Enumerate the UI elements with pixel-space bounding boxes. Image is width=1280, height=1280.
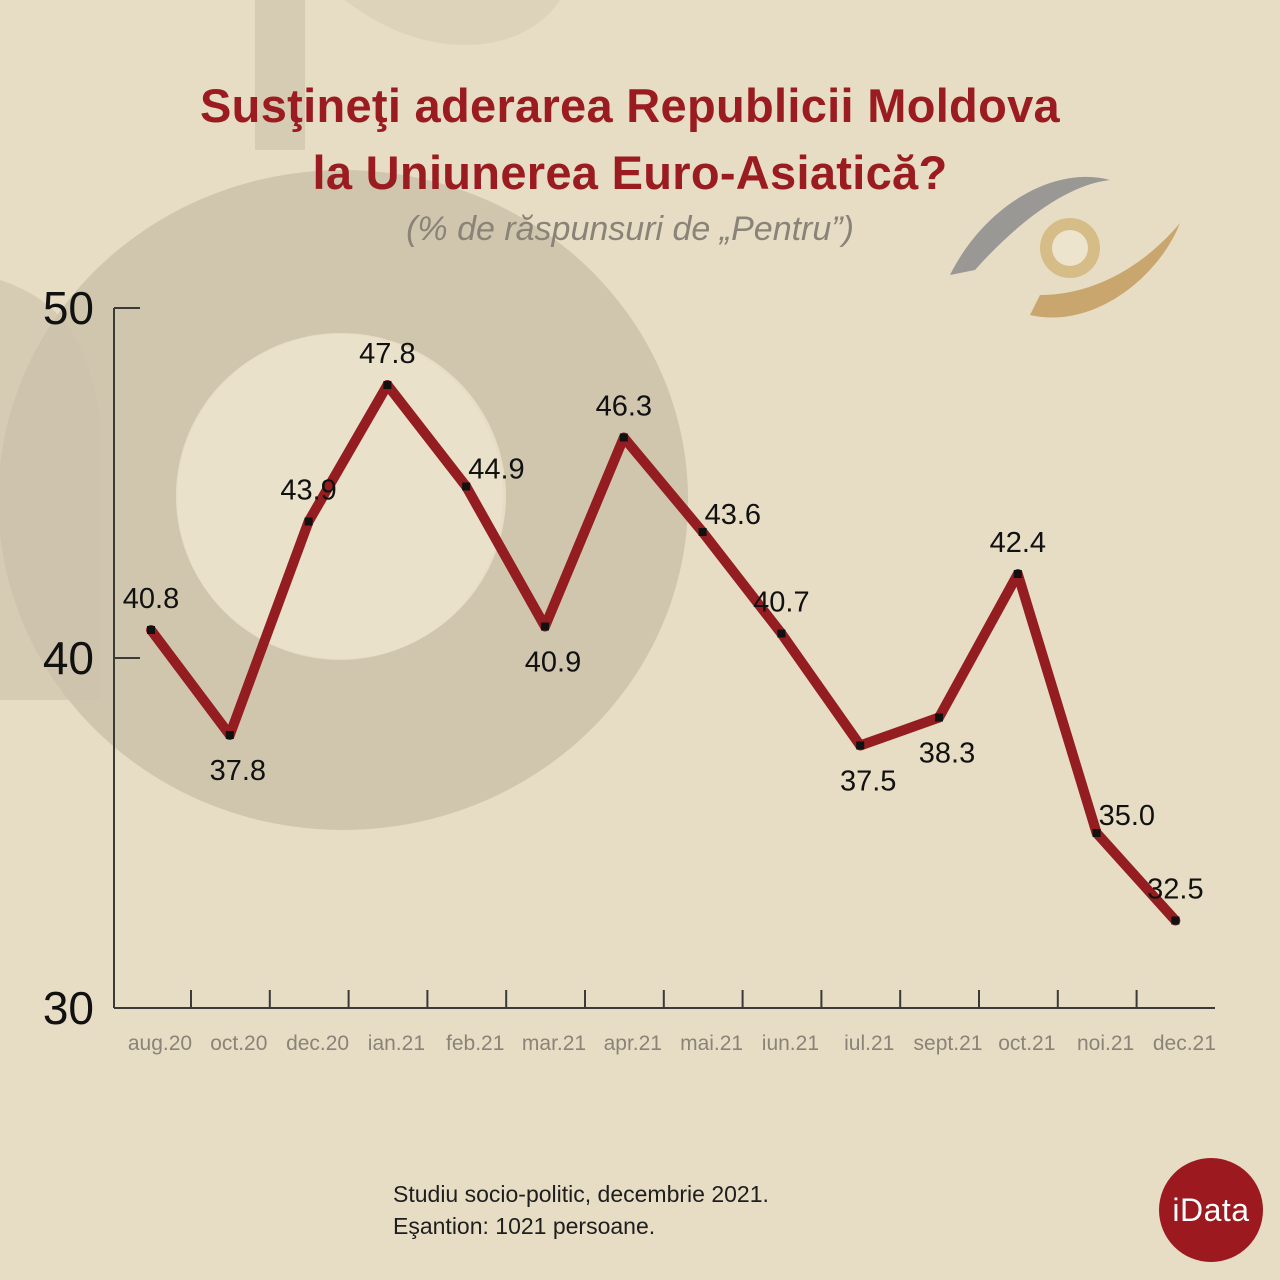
x-tick-label: noi.21 (1077, 1032, 1134, 1055)
title-line-2: la Uniunerea Euro-Asiatică? (312, 146, 948, 199)
data-point (147, 626, 155, 634)
data-point (1092, 829, 1101, 837)
data-point (777, 629, 786, 638)
x-tick-label: oct.21 (998, 1032, 1055, 1055)
data-point (225, 731, 234, 739)
x-tick-label: ian.21 (368, 1032, 425, 1055)
x-tick-label: mar.21 (522, 1032, 586, 1055)
data-point (1013, 570, 1022, 578)
y-tick-label: 50 (43, 282, 94, 334)
data-point (462, 482, 471, 491)
data-label: 32.5 (1147, 874, 1203, 906)
data-label: 40.7 (753, 587, 809, 619)
data-point (541, 622, 549, 631)
data-label: 37.8 (210, 755, 266, 787)
x-tick-label: feb.21 (446, 1032, 504, 1055)
data-point (1171, 916, 1180, 925)
data-label: 43.9 (280, 475, 336, 507)
series-line (146, 380, 1181, 926)
y-tick-label: 30 (43, 982, 94, 1034)
data-point (619, 433, 628, 442)
data-label: 43.6 (705, 499, 761, 531)
footnote-line-1: Studiu socio-politic, decembrie 2021. (393, 1181, 769, 1207)
footnote-line-2: Eşantion: 1021 persoane. (393, 1213, 656, 1239)
data-point (383, 381, 392, 389)
data-point (698, 528, 707, 536)
chart-subtitle: (% de răspunsuri de „Pentru”) (406, 210, 854, 248)
x-tick-label: iun.21 (762, 1032, 819, 1055)
data-point (935, 713, 943, 722)
data-label: 40.8 (123, 583, 179, 615)
x-tick-label: apr.21 (604, 1032, 662, 1055)
data-point (856, 741, 865, 750)
data-label: 47.8 (359, 338, 415, 370)
chart-title: Susţineţi aderarea Republicii Moldova la… (0, 72, 1260, 206)
x-tick-label: sept.21 (914, 1032, 983, 1055)
footnote: Studiu socio-politic, decembrie 2021. Eş… (393, 1178, 769, 1242)
x-tick-label: dec.20 (286, 1032, 349, 1055)
x-tick-label: aug.20 (128, 1032, 192, 1055)
eaeu-emblem (950, 176, 1180, 318)
data-point (304, 517, 313, 526)
x-tick-label: mai.21 (680, 1032, 743, 1055)
data-label: 44.9 (468, 454, 524, 486)
data-label: 46.3 (596, 391, 652, 423)
title-line-1: Susţineţi aderarea Republicii Moldova (200, 79, 1060, 132)
x-tick-label: dec.21 (1153, 1032, 1216, 1055)
data-label: 40.9 (525, 647, 581, 679)
data-label: 42.4 (990, 527, 1046, 559)
idata-logo: iData (1159, 1158, 1263, 1262)
data-label: 37.5 (840, 766, 896, 798)
data-label: 38.3 (919, 738, 975, 770)
x-tick-label: oct.20 (210, 1032, 267, 1055)
y-tick-label: 40 (43, 632, 94, 684)
x-tick-label: iul.21 (844, 1032, 894, 1055)
data-label: 35.0 (1099, 800, 1155, 832)
